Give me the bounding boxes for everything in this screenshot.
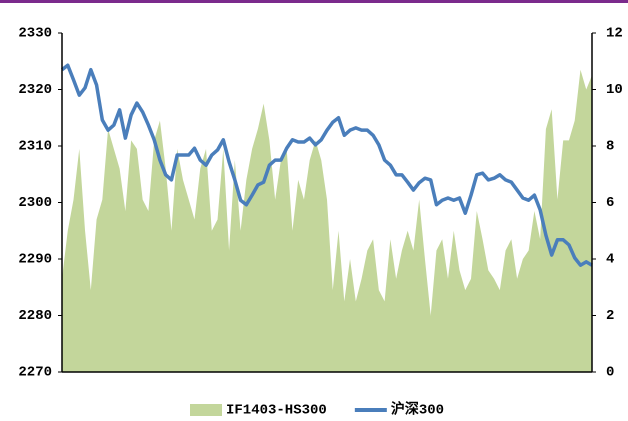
y-tick-label: 2290 — [18, 252, 52, 268]
y2-tick-label: 0 — [606, 365, 614, 381]
y2-tick-label: 6 — [606, 195, 614, 211]
y2-tick-label: 10 — [606, 82, 623, 98]
y-tick-label: 2320 — [18, 82, 52, 98]
y2-tick-label: 12 — [606, 26, 623, 42]
y2-tick-label: 2 — [606, 308, 614, 324]
y-tick-label: 2310 — [18, 139, 52, 155]
y-tick-label: 2280 — [18, 308, 52, 324]
area — [62, 69, 592, 372]
legend-label: IF1403-HS300 — [226, 403, 327, 419]
top-rule — [0, 0, 628, 3]
y-tick-label: 2270 — [18, 365, 52, 381]
legend-label: 沪深300 — [391, 401, 444, 419]
line — [60, 63, 593, 267]
y-tick-label: 2300 — [18, 195, 52, 211]
y2-tick-label: 8 — [606, 139, 614, 155]
y-tick-label: 2330 — [18, 26, 52, 42]
y2-tick-label: 4 — [606, 252, 614, 268]
legend-swatch — [190, 404, 222, 416]
